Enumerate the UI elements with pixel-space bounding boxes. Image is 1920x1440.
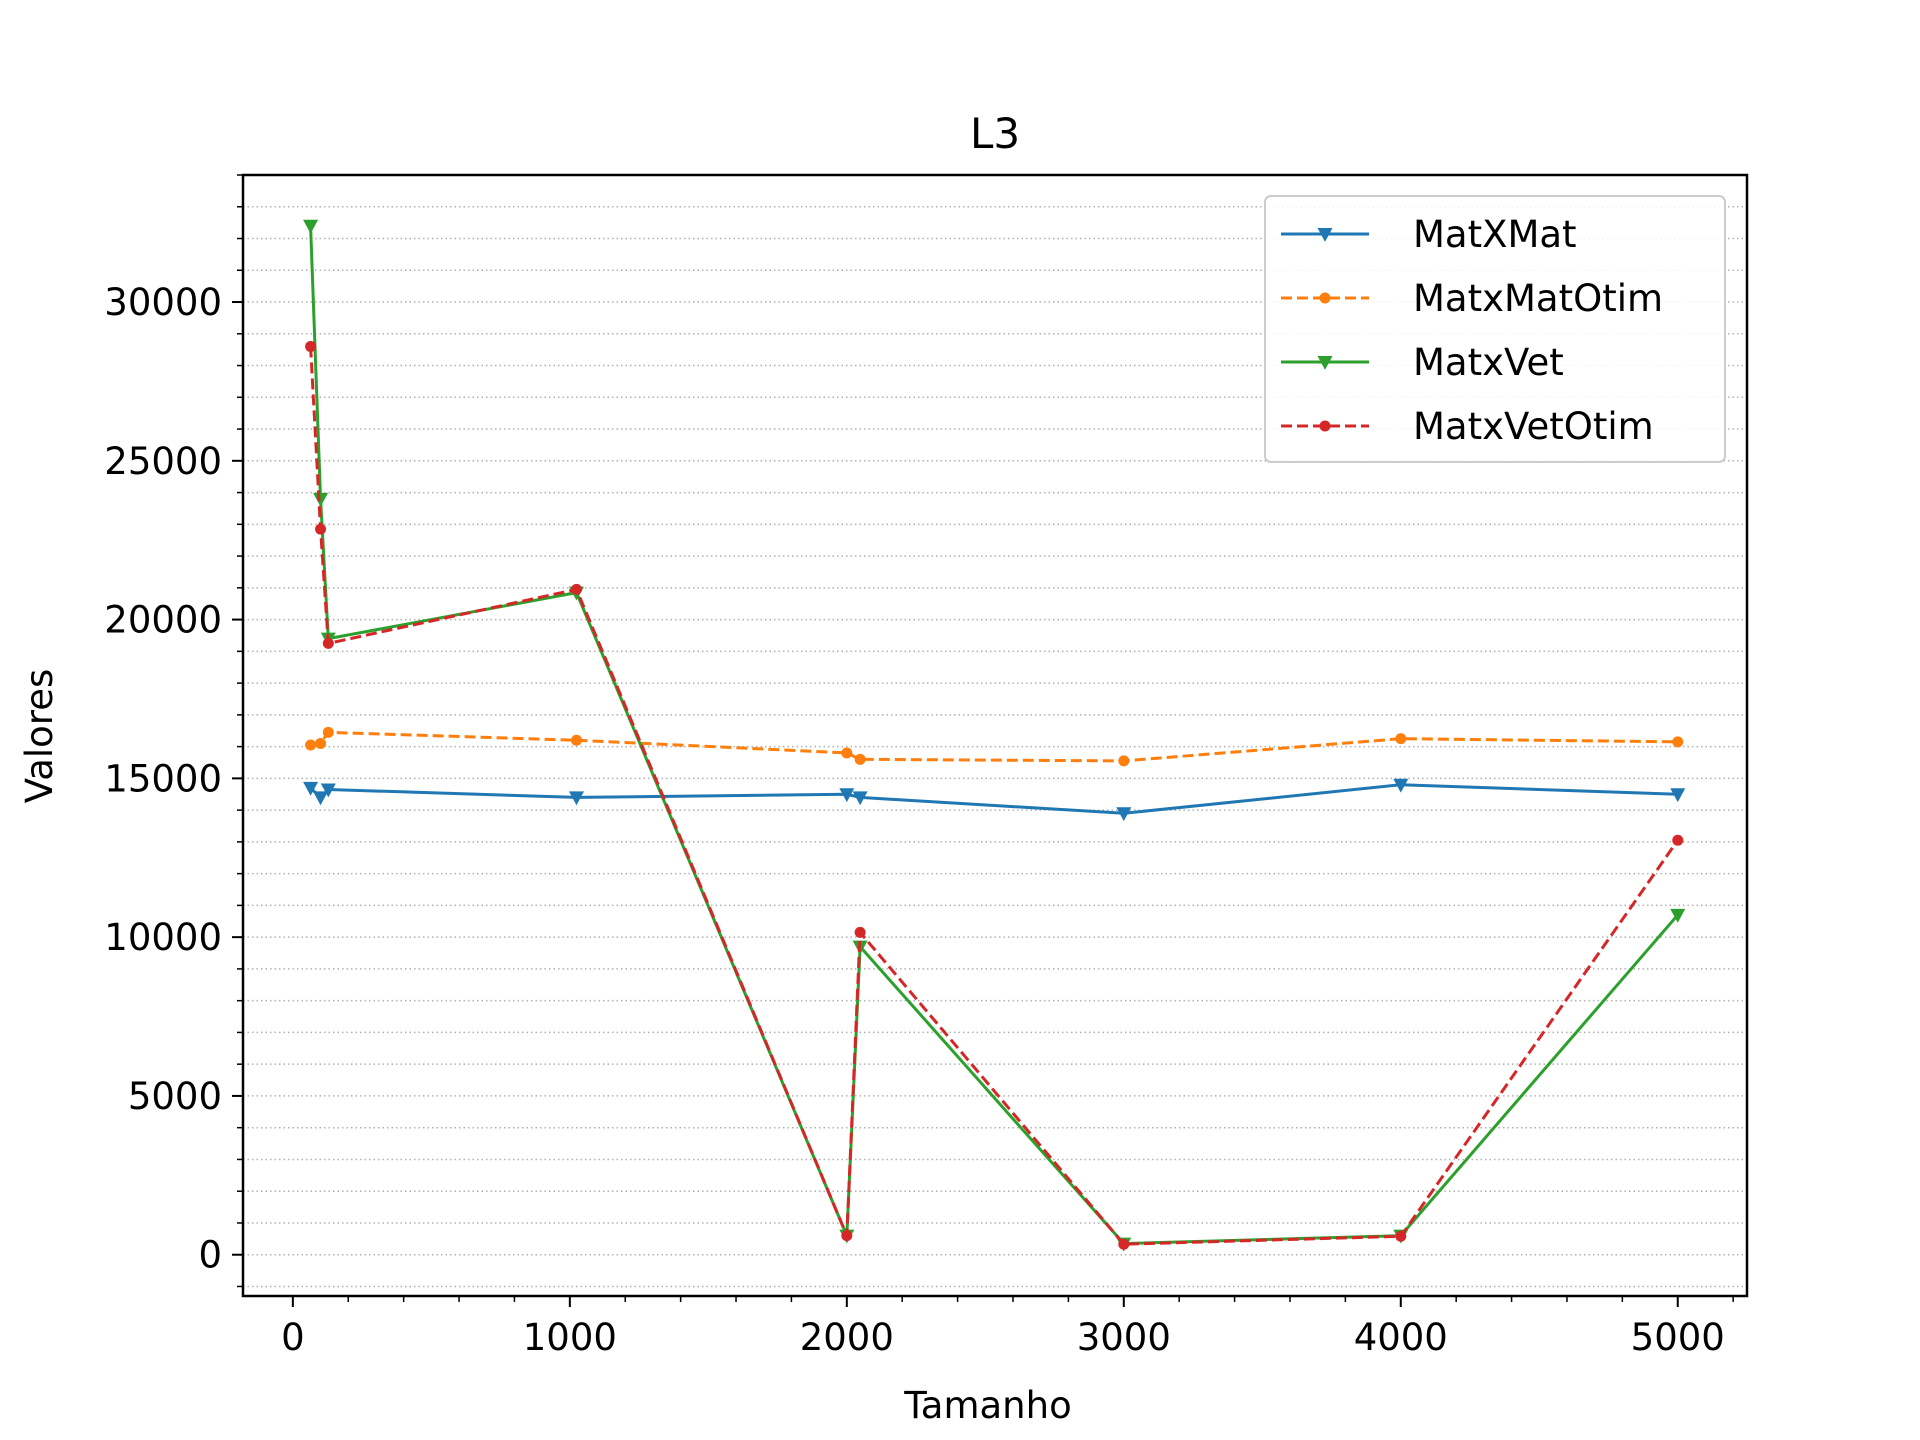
data-point: [841, 747, 853, 759]
legend-box: [1264, 195, 1726, 463]
legend-entry: MatXMat: [1281, 213, 1577, 256]
data-point: [570, 734, 582, 746]
data-point: [854, 926, 866, 938]
chart-title: L3: [970, 109, 1020, 158]
grid: [243, 174, 1747, 1288]
data-point: [313, 492, 329, 507]
data-point: [303, 219, 319, 234]
legend-swatch-marker: [1317, 356, 1333, 370]
y-tick-label: 20000: [104, 599, 222, 642]
y-axis-label: Valores: [18, 669, 61, 803]
data-point: [322, 637, 334, 649]
data-point: [1118, 755, 1130, 767]
x-tick-label: 5000: [1631, 1316, 1725, 1359]
data-point: [303, 781, 319, 796]
legend: MatXMat MatxMatOtim MatxVet MatxVetOtim: [1264, 195, 1726, 463]
y-axis: 0 5000 10000 15000 20000 25000 30000: [104, 174, 243, 1288]
y-tick-label: 25000: [104, 440, 222, 483]
legend-entry: MatxVetOtim: [1281, 405, 1654, 448]
series-matxvetotim: [305, 340, 1684, 1250]
series-matxmatotim: [305, 726, 1684, 767]
data-point: [854, 753, 866, 765]
data-point: [1393, 778, 1409, 793]
data-point: [1672, 736, 1684, 748]
legend-label: MatxMatOtim: [1413, 277, 1663, 320]
plot-area-frame: [241, 173, 1749, 1298]
data-point: [305, 739, 317, 751]
y-tick-label: 0: [198, 1234, 222, 1277]
data-point: [1670, 788, 1686, 803]
y-tick-label: 30000: [104, 281, 222, 324]
y-tick-label: 5000: [128, 1075, 222, 1118]
y-tick-label: 10000: [104, 916, 222, 959]
data-point: [852, 791, 868, 806]
series-matxmat: [303, 778, 1686, 822]
x-tick-label: 2000: [800, 1316, 894, 1359]
legend-entry: MatxVet: [1281, 341, 1564, 384]
x-tick-label: 0: [281, 1316, 305, 1359]
x-tick-label: 3000: [1077, 1316, 1171, 1359]
data-point: [570, 583, 582, 595]
data-point: [1118, 1238, 1130, 1250]
legend-swatch-marker: [1319, 292, 1331, 304]
data-point: [305, 340, 317, 352]
legend-label: MatxVetOtim: [1413, 405, 1654, 448]
data-point: [841, 1230, 853, 1242]
data-point: [320, 783, 336, 798]
legend-swatch-marker: [1317, 228, 1333, 242]
data-point: [568, 791, 584, 806]
data-point: [839, 788, 855, 803]
x-axis: 0 1000 2000 3000 4000 5000: [281, 1296, 1734, 1359]
y-tick-label: 15000: [104, 757, 222, 800]
series-layer: [303, 219, 1686, 1252]
data-point: [313, 791, 329, 806]
data-point: [1116, 807, 1132, 822]
data-point: [322, 726, 334, 738]
data-point: [315, 737, 327, 749]
x-tick-label: 4000: [1354, 1316, 1448, 1359]
legend-entry: MatxMatOtim: [1281, 277, 1663, 320]
data-point: [315, 523, 327, 535]
x-axis-label: Tamanho: [903, 1384, 1071, 1427]
legend-label: MatxVet: [1413, 341, 1564, 384]
x-tick-label: 1000: [523, 1316, 617, 1359]
data-point: [1395, 733, 1407, 745]
data-point: [1672, 834, 1684, 846]
legend-label: MatXMat: [1413, 213, 1577, 256]
data-point: [1395, 1230, 1407, 1242]
legend-swatch-marker: [1319, 420, 1331, 432]
data-point: [1670, 908, 1686, 923]
